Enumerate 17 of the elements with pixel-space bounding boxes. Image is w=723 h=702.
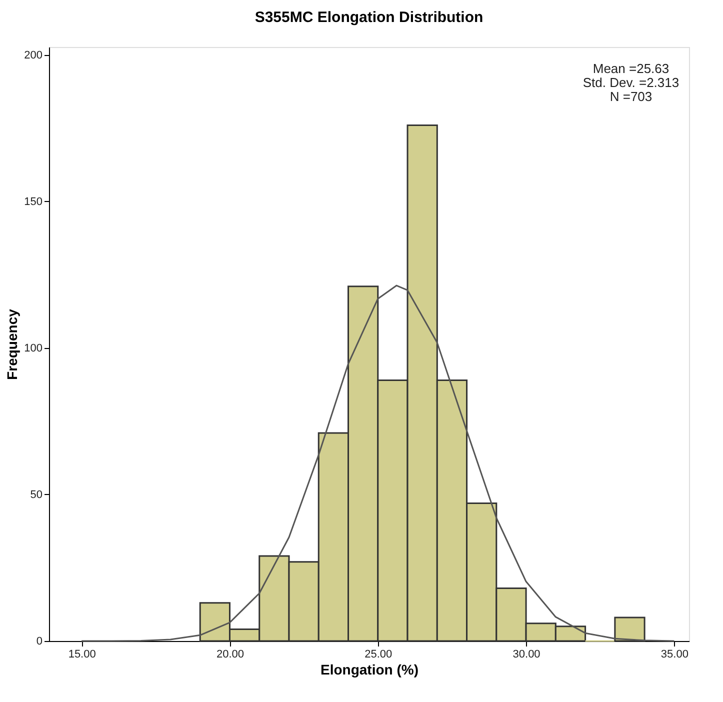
x-axis-title: Elongation (%) [320, 662, 418, 678]
y-tick-label: 50 [30, 488, 42, 501]
x-tick-label: 20.00 [216, 648, 244, 660]
y-tick-label: 0 [36, 636, 42, 648]
annotation: Std. Dev. =2.313 [582, 75, 680, 90]
x-tick-label: 25.00 [364, 648, 392, 660]
annotation: Mean =25.63 [592, 61, 670, 76]
annotation: N =703 [610, 89, 652, 104]
x-tick-label: 35.00 [660, 648, 688, 660]
chart-title: S355MC Elongation Distribution [254, 9, 484, 26]
x-tick-label: 15.00 [68, 648, 96, 660]
line-series [80, 284, 675, 642]
y-tick-label: 100 [24, 342, 42, 354]
x-tick-label: 30.00 [512, 648, 540, 660]
y-tick-label: 200 [24, 49, 42, 62]
y-tick-label: 150 [24, 196, 42, 208]
y-axis-title: Frequency [4, 308, 20, 380]
